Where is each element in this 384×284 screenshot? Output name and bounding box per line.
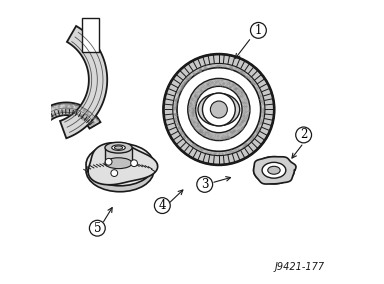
Polygon shape [34, 103, 101, 129]
Circle shape [202, 93, 235, 126]
Text: J9421-177: J9421-177 [275, 262, 325, 272]
Circle shape [105, 158, 112, 165]
Circle shape [210, 101, 227, 118]
Ellipse shape [114, 146, 122, 149]
Circle shape [197, 176, 213, 192]
Circle shape [164, 55, 274, 165]
Text: 2: 2 [300, 128, 307, 141]
Text: 3: 3 [201, 178, 209, 191]
Circle shape [89, 220, 105, 236]
Text: 4: 4 [159, 199, 166, 212]
Ellipse shape [105, 158, 132, 169]
Circle shape [131, 160, 137, 167]
Ellipse shape [105, 142, 132, 153]
Ellipse shape [86, 149, 154, 192]
Circle shape [250, 22, 266, 38]
Polygon shape [60, 26, 107, 138]
Circle shape [177, 68, 261, 151]
Polygon shape [82, 18, 99, 52]
Ellipse shape [86, 143, 154, 186]
Circle shape [196, 86, 242, 133]
Circle shape [154, 198, 170, 214]
Ellipse shape [262, 162, 286, 178]
Text: 5: 5 [94, 222, 101, 235]
Ellipse shape [268, 166, 280, 174]
Ellipse shape [112, 145, 125, 150]
Circle shape [111, 170, 118, 176]
Polygon shape [86, 165, 154, 171]
Text: 1: 1 [255, 24, 262, 37]
Circle shape [188, 78, 250, 141]
Ellipse shape [198, 93, 240, 126]
Polygon shape [253, 157, 296, 184]
Circle shape [296, 127, 311, 143]
Polygon shape [105, 148, 132, 163]
Polygon shape [88, 143, 158, 185]
Ellipse shape [253, 157, 294, 184]
